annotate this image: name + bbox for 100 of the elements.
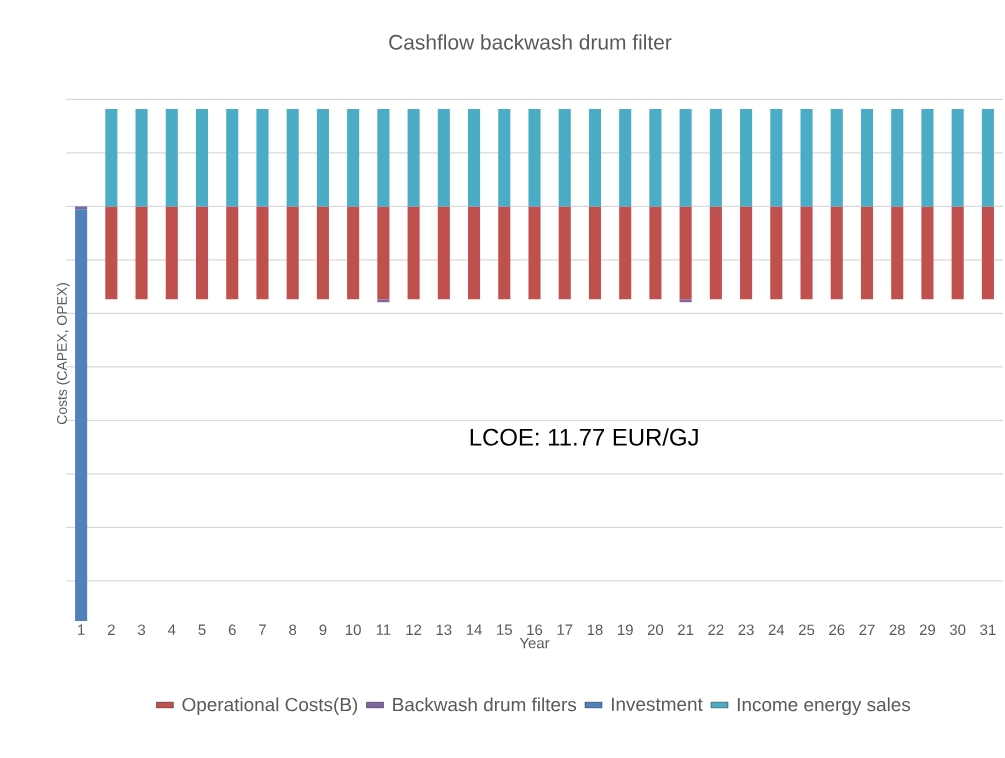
x-tick-label: 6 <box>228 624 236 636</box>
bar <box>558 206 571 300</box>
x-tick-label: 23 <box>738 624 754 636</box>
bar <box>619 206 632 300</box>
bar <box>347 109 360 207</box>
x-tick-label: 16 <box>527 624 543 636</box>
bar <box>649 206 662 300</box>
legend-label: Income energy sales <box>737 697 911 716</box>
bar <box>981 206 994 300</box>
x-tick-label: 22 <box>708 624 724 635</box>
bar <box>740 109 753 207</box>
bar <box>679 206 692 300</box>
bar <box>226 206 239 300</box>
bar <box>437 109 450 207</box>
x-tick-label: 13 <box>436 624 452 636</box>
bar <box>165 109 178 207</box>
bar <box>105 206 118 300</box>
bar <box>951 206 964 300</box>
bar <box>588 206 601 300</box>
x-tick-label: 9 <box>319 624 327 636</box>
x-tick-label: 21 <box>678 624 694 635</box>
x-tick-label: 5 <box>198 624 206 635</box>
x-tick-label: 8 <box>289 624 297 636</box>
bar <box>135 109 148 207</box>
bar <box>891 109 904 207</box>
x-tick-label: 31 <box>980 624 996 636</box>
x-tick-label: 1 <box>78 624 85 635</box>
x-tick-label: 15 <box>497 624 512 635</box>
bar <box>407 109 420 207</box>
x-tick-label: 12 <box>406 624 422 635</box>
bar <box>528 206 541 300</box>
bar <box>407 206 420 300</box>
bar <box>286 109 299 207</box>
x-tick-label: 4 <box>167 624 176 635</box>
y-axis-title: Costs (CAPEX, OPEX) <box>56 283 70 425</box>
bar <box>860 109 874 207</box>
bar <box>830 206 843 300</box>
bar <box>377 109 390 207</box>
bar <box>619 109 632 207</box>
bar <box>921 109 934 207</box>
bar <box>891 206 904 300</box>
x-tick-label: 20 <box>647 624 664 636</box>
bar <box>468 206 481 300</box>
x-tick-label: 26 <box>829 624 845 636</box>
legend-label: Investment <box>611 697 703 711</box>
bar <box>981 109 994 207</box>
bar <box>800 206 813 300</box>
bar <box>498 206 511 300</box>
x-tick-label: 2 <box>107 624 115 635</box>
x-tick-label: 25 <box>798 624 815 636</box>
bar <box>286 206 299 300</box>
bar <box>951 109 964 207</box>
bar <box>800 109 813 207</box>
bar <box>498 109 511 207</box>
bar <box>105 109 118 207</box>
chart-title: Cashflow backwash drum filter <box>389 34 672 50</box>
bar <box>588 109 601 207</box>
bar <box>347 206 360 300</box>
bar <box>165 206 178 300</box>
bar <box>830 109 843 207</box>
bar <box>377 206 390 300</box>
bar <box>195 206 209 300</box>
x-tick-label: 10 <box>345 624 361 636</box>
x-tick-label: 29 <box>919 624 936 636</box>
bar <box>649 109 662 207</box>
x-tick-label: 3 <box>137 624 146 636</box>
bar <box>195 109 209 207</box>
bar <box>75 209 88 621</box>
bar <box>528 109 541 207</box>
bar <box>709 109 722 207</box>
bar <box>226 109 239 207</box>
x-tick-label: 18 <box>587 624 603 636</box>
x-tick-label: 17 <box>557 624 573 635</box>
bar <box>256 109 269 207</box>
bar <box>921 206 934 300</box>
bar <box>770 206 783 300</box>
bar <box>468 109 481 207</box>
x-tick-label: 28 <box>889 624 905 636</box>
legend-label: Operational Costs(B) <box>182 697 358 716</box>
annotation: LCOE: 11.77 EUR/GJ <box>470 428 698 446</box>
bar <box>558 109 571 207</box>
bar <box>135 206 148 300</box>
legend-label: Backwash drum filters <box>393 697 577 712</box>
x-tick-label: 30 <box>949 624 966 636</box>
x-tick-label: 7 <box>259 624 266 635</box>
x-tick-label: 24 <box>768 624 785 635</box>
x-tick-label: 14 <box>466 624 482 635</box>
bar <box>770 109 783 207</box>
bar <box>316 109 329 207</box>
bar <box>860 206 874 300</box>
bar <box>75 206 88 210</box>
x-axis-title: Year <box>519 637 550 649</box>
bar <box>256 206 269 300</box>
x-tick-label: 19 <box>618 624 633 636</box>
bar <box>377 299 390 303</box>
bar <box>709 206 722 300</box>
bar <box>679 109 692 207</box>
bar <box>437 206 450 300</box>
bar <box>740 206 753 300</box>
bar <box>316 206 329 300</box>
